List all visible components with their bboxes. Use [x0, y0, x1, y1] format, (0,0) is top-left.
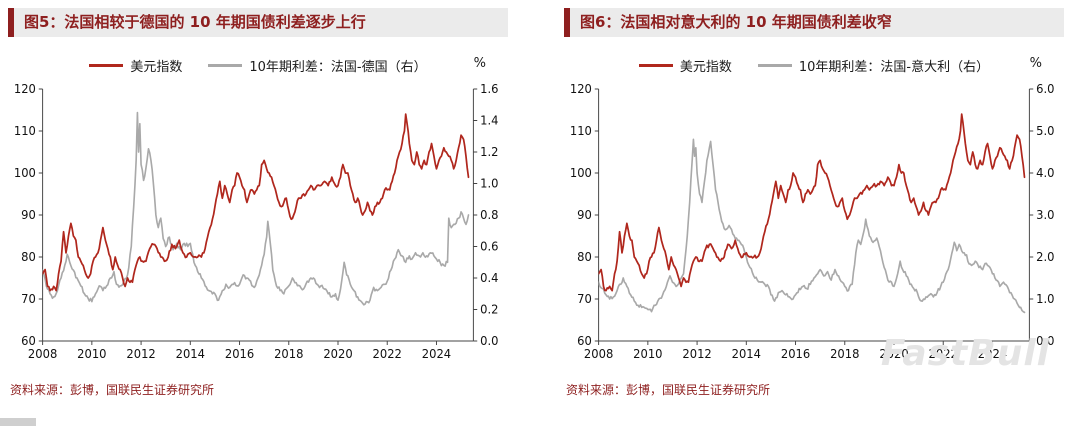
svg-text:70: 70	[21, 292, 36, 306]
legend-usd-index-label: 美元指数	[130, 59, 183, 75]
svg-text:2024: 2024	[978, 347, 1007, 361]
figure6-legend: 美元指数 10年期利差：法国-意大利（右） %	[564, 53, 1064, 77]
figure6-source-note: 资料来源：彭博，国联民生证券研究所	[566, 383, 771, 397]
svg-text:2012: 2012	[682, 347, 711, 361]
svg-text:2010: 2010	[77, 347, 106, 361]
svg-text:2008: 2008	[584, 347, 613, 361]
svg-text:100: 100	[14, 166, 36, 180]
svg-text:1.2: 1.2	[480, 145, 498, 159]
svg-text:1.0: 1.0	[480, 176, 498, 190]
svg-text:5.0: 5.0	[1036, 124, 1054, 138]
svg-text:2024: 2024	[422, 347, 451, 361]
svg-text:110: 110	[570, 124, 592, 138]
svg-text:2010: 2010	[633, 347, 662, 361]
figure5-legend: 美元指数 10年期利差：法国-德国（右） %	[8, 53, 508, 77]
figure5-title-bar: 图5：法国相较于德国的 10 年期国债利差逐步上行	[8, 8, 508, 37]
legend-spread-fr-de-label: 10年期利差：法国-德国（右）	[249, 59, 427, 75]
svg-text:2014: 2014	[176, 347, 205, 361]
svg-text:6.0: 6.0	[1036, 82, 1054, 96]
svg-text:120: 120	[570, 82, 592, 96]
svg-text:4.0: 4.0	[1036, 166, 1054, 180]
figure6-panel: 图6：法国相对意大利的 10 年期国债利差收窄 美元指数 10年期利差：法国-意…	[564, 8, 1064, 426]
svg-text:1.4: 1.4	[480, 113, 498, 127]
svg-text:0.0: 0.0	[480, 334, 498, 348]
title-accent-bar	[564, 8, 570, 37]
svg-text:110: 110	[14, 124, 36, 138]
svg-text:0.2: 0.2	[480, 302, 498, 316]
page-bottom-edge-fragment	[0, 418, 36, 426]
svg-text:120: 120	[14, 82, 36, 96]
svg-text:100: 100	[570, 166, 592, 180]
legend-spread-fr-it-label: 10年期利差：法国-意大利（右）	[798, 59, 990, 75]
figure5-chart-area: 60 70 80 90 100 110 120 0.0 0.2 0.4 0.6 0.8 1.0 1.2 1.…	[8, 79, 508, 375]
svg-text:0.8: 0.8	[480, 208, 498, 222]
svg-text:1.6: 1.6	[480, 82, 498, 96]
title-accent-bar	[8, 8, 14, 37]
legend-spread-fr-it: 10年期利差：法国-意大利（右）	[757, 56, 990, 75]
svg-text:2012: 2012	[126, 347, 155, 361]
fr-de-spread-line-sample	[208, 63, 243, 67]
figure6-title: 图6：法国相对意大利的 10 年期国债利差收窄	[580, 13, 892, 31]
svg-text:80: 80	[577, 250, 592, 264]
fr-it-spread-line-sample	[757, 63, 792, 67]
svg-text:2008: 2008	[28, 347, 57, 361]
svg-text:2018: 2018	[830, 347, 859, 361]
legend-items: 美元指数 10年期利差：法国-意大利（右）	[638, 56, 990, 75]
svg-text:1.0: 1.0	[1036, 292, 1054, 306]
svg-text:90: 90	[577, 208, 592, 222]
svg-text:2022: 2022	[373, 347, 402, 361]
svg-text:2014: 2014	[732, 347, 761, 361]
figure5-panel: 图5：法国相较于德国的 10 年期国债利差逐步上行 美元指数 10年期利差：法国…	[8, 8, 508, 426]
svg-text:90: 90	[21, 208, 36, 222]
right-axis-unit-label: %	[473, 56, 486, 71]
svg-text:70: 70	[577, 292, 592, 306]
svg-text:2016: 2016	[781, 347, 810, 361]
svg-text:2018: 2018	[274, 347, 303, 361]
figure5-source-note: 资料来源：彭博，国联民生证券研究所	[10, 383, 215, 397]
legend-usd-index-label: 美元指数	[679, 59, 732, 75]
svg-text:0.4: 0.4	[480, 271, 498, 285]
right-axis-unit-label: %	[1029, 56, 1042, 71]
legend-usd-index: 美元指数	[89, 56, 182, 75]
svg-text:2016: 2016	[225, 347, 254, 361]
svg-text:2.0: 2.0	[1036, 250, 1054, 264]
legend-items: 美元指数 10年期利差：法国-德国（右）	[89, 56, 427, 75]
svg-text:2020: 2020	[879, 347, 908, 361]
svg-text:3.0: 3.0	[1036, 208, 1054, 222]
svg-text:60: 60	[21, 334, 36, 348]
figure6-title-bar: 图6：法国相对意大利的 10 年期国债利差收窄	[564, 8, 1064, 37]
svg-text:80: 80	[21, 250, 36, 264]
svg-text:2022: 2022	[929, 347, 958, 361]
legend-spread-fr-de: 10年期利差：法国-德国（右）	[208, 56, 427, 75]
usd-index-line-sample	[89, 63, 124, 67]
svg-text:2020: 2020	[323, 347, 352, 361]
legend-usd-index: 美元指数	[638, 56, 732, 75]
figure5-title: 图5：法国相较于德国的 10 年期国债利差逐步上行	[24, 13, 366, 31]
svg-text:60: 60	[577, 334, 592, 348]
svg-text:0.0: 0.0	[1036, 334, 1054, 348]
figure6-chart-area: 60 70 80 90 100 110 120 0.0 1.0 2.0 3.0 4.0 5.0 6.0 20…	[564, 79, 1064, 375]
usd-index-line-sample	[638, 63, 673, 67]
svg-text:0.6: 0.6	[480, 239, 498, 253]
